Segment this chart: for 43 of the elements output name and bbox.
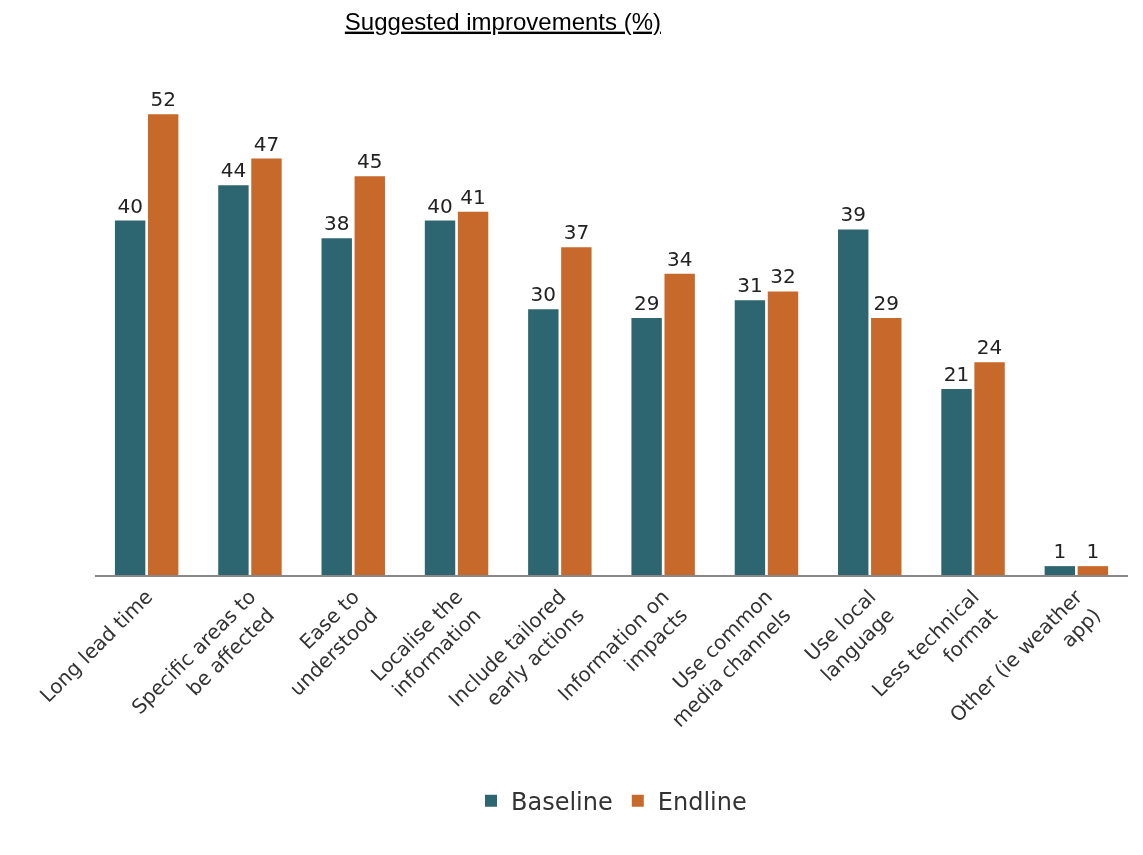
bar (871, 318, 902, 575)
bar (251, 158, 282, 575)
bar (974, 362, 1005, 575)
data-label: 31 (737, 273, 763, 298)
data-label: 38 (324, 211, 350, 236)
data-label: 24 (976, 335, 1003, 360)
bar (321, 238, 352, 575)
bar (941, 388, 972, 575)
data-label: 39 (840, 202, 866, 227)
bar (838, 229, 869, 575)
bar (528, 309, 559, 575)
data-label: 32 (770, 264, 796, 289)
bar (631, 318, 662, 575)
data-label: 52 (150, 87, 176, 112)
data-label: 47 (253, 131, 280, 156)
chart-title: Suggested improvements (%) (344, 7, 661, 35)
bar (457, 211, 489, 575)
bar (734, 300, 766, 575)
legend-label: Baseline (511, 788, 613, 817)
bar (424, 220, 456, 575)
data-label: 29 (873, 291, 899, 316)
bar (354, 176, 385, 575)
bar (147, 114, 179, 575)
bar (561, 247, 592, 575)
bar (1077, 566, 1109, 575)
bar (114, 220, 146, 575)
data-label: 1 (1053, 539, 1067, 564)
bar (664, 273, 695, 575)
data-label: 45 (357, 149, 383, 174)
data-label: 44 (220, 158, 247, 183)
data-label: 21 (943, 361, 970, 386)
data-label: 34 (666, 246, 693, 271)
data-label: 37 (563, 220, 590, 245)
bar (1044, 566, 1076, 575)
data-label: 40 (427, 193, 453, 218)
bar (767, 291, 799, 575)
bar (218, 185, 249, 575)
data-label: 1 (1086, 539, 1100, 564)
legend-label: Endline (657, 788, 747, 817)
data-label: 40 (117, 193, 143, 218)
data-label: 41 (460, 184, 486, 209)
data-label: 30 (530, 282, 557, 307)
data-label: 29 (633, 291, 660, 316)
